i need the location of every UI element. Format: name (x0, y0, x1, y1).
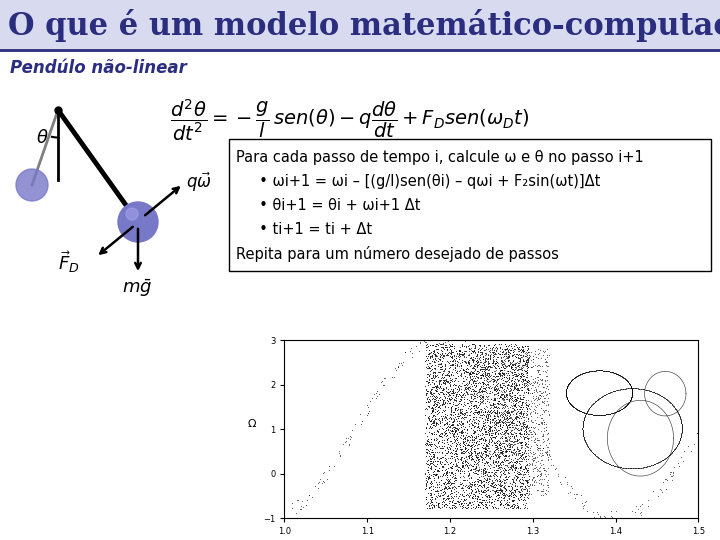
Text: • ωi+1 = ωi – [(g/l)sen(θi) – qωi + F₂sin(ωt)]Δt: • ωi+1 = ωi – [(g/l)sen(θi) – qωi + F₂si… (236, 174, 600, 189)
Text: O que é um modelo matemático-computacional?: O que é um modelo matemático-computacion… (8, 9, 720, 42)
Text: • ti+1 = ti + Δt: • ti+1 = ti + Δt (236, 222, 372, 237)
Text: $\vec{F}_D$: $\vec{F}_D$ (58, 249, 80, 275)
FancyBboxPatch shape (229, 139, 711, 271)
Text: Pendúlo não-linear: Pendúlo não-linear (10, 59, 187, 77)
Bar (0, 0, 720, 50)
Y-axis label: $\Omega$: $\Omega$ (247, 417, 257, 429)
Text: $\theta$: $\theta$ (36, 129, 49, 147)
Text: Repita para um número desejado de passos: Repita para um número desejado de passos (236, 246, 559, 262)
Text: Para cada passo de tempo i, calcule ω e θ no passo i+1: Para cada passo de tempo i, calcule ω e … (236, 150, 644, 165)
Text: $\dfrac{d^2\theta}{dt^2} = -\dfrac{g}{l}\,\mathit{sen}(\theta) - q\dfrac{d\theta: $\dfrac{d^2\theta}{dt^2} = -\dfrac{g}{l}… (171, 97, 530, 143)
Text: $m\bar{g}$: $m\bar{g}$ (122, 277, 152, 299)
Text: • θi+1 = θi + ωi+1 Δt: • θi+1 = θi + ωi+1 Δt (236, 198, 420, 213)
Text: $q\vec{\omega}$: $q\vec{\omega}$ (186, 170, 212, 194)
Circle shape (16, 169, 48, 201)
Circle shape (118, 202, 158, 242)
Circle shape (126, 208, 138, 220)
